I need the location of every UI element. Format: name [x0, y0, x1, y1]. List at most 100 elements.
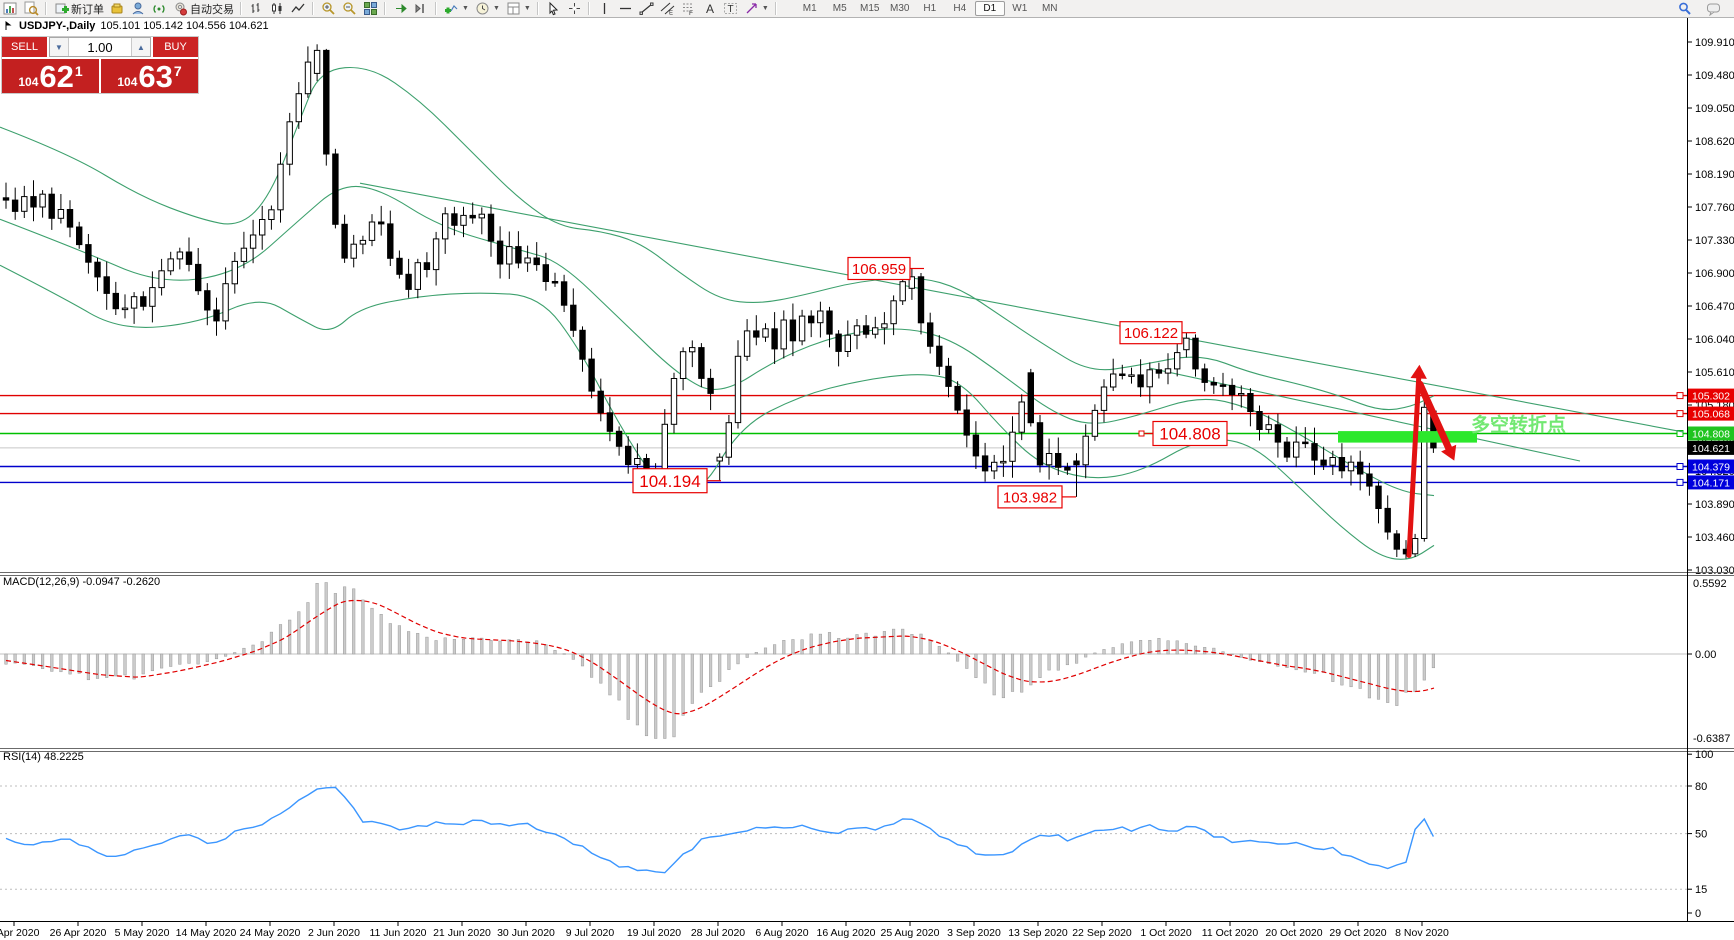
svg-text:F: F	[689, 10, 693, 16]
support-zone	[1338, 431, 1477, 443]
one-click-trade-panel: SELL ▼ 1.00 ▲ BUY 104 62 1 104 63 7	[2, 37, 198, 93]
line-chart-button[interactable]	[288, 1, 309, 17]
crosshair-button[interactable]	[564, 1, 585, 17]
svg-text:50: 50	[1695, 829, 1707, 841]
svg-text:105.610: 105.610	[1695, 367, 1734, 379]
sell-price-handle: 104	[18, 75, 39, 89]
toolbar-separator	[45, 2, 47, 15]
trendline-button[interactable]	[636, 1, 657, 17]
chart-doc-button[interactable]	[0, 1, 21, 17]
signal-button[interactable]	[149, 1, 170, 17]
timeframe-D1[interactable]: D1	[974, 1, 1005, 16]
chart-doc-icon	[3, 1, 18, 16]
zoom-in-icon	[321, 1, 336, 16]
svg-text:104.379: 104.379	[1692, 462, 1730, 474]
svg-text:103.460: 103.460	[1695, 532, 1734, 544]
label-button[interactable]: T	[720, 1, 741, 17]
price-callouts: 106.959 106.122 104.808 104.194 103.982	[632, 256, 1228, 509]
sell-price-pips: 62	[39, 59, 74, 94]
buy-price-handle: 104	[117, 75, 138, 89]
channel-button[interactable]: E	[657, 1, 678, 17]
svg-text:105.068: 105.068	[1692, 409, 1730, 421]
svg-text:0.00: 0.00	[1695, 649, 1716, 661]
magnifier-page-button[interactable]	[21, 1, 42, 17]
svg-text:25 Aug 2020: 25 Aug 2020	[881, 927, 940, 939]
timeframe-W1[interactable]: W1	[1012, 3, 1028, 14]
svg-text:9 Jul 2020: 9 Jul 2020	[566, 927, 615, 939]
indicators-button[interactable]: ▼	[441, 1, 472, 17]
candles	[2, 44, 1437, 559]
timeframe-H1[interactable]: H1	[923, 3, 937, 14]
svg-text:15: 15	[1695, 884, 1707, 896]
svg-text:109.050: 109.050	[1695, 103, 1734, 115]
svg-text:106.959: 106.959	[852, 261, 906, 278]
indicators-icon	[444, 1, 459, 16]
volume-value[interactable]: 1.00	[87, 39, 113, 55]
cursor-icon	[546, 1, 561, 16]
timeframe-M1[interactable]: M1	[802, 3, 817, 14]
sell-quote[interactable]: 104 62 1	[2, 59, 99, 93]
new-order-button[interactable]: 新订单	[51, 1, 107, 17]
search-button[interactable]	[1674, 1, 1695, 17]
fibonacci-button[interactable]: F	[678, 1, 699, 17]
svg-text:11 Oct 2020: 11 Oct 2020	[1202, 927, 1259, 939]
svg-text:8 Nov 2020: 8 Nov 2020	[1395, 927, 1449, 939]
svg-text:107.760: 107.760	[1695, 202, 1734, 214]
svg-text:109.480: 109.480	[1695, 70, 1734, 82]
svg-text:104.808: 104.808	[1159, 425, 1220, 444]
sell-button[interactable]: SELL	[2, 37, 47, 57]
svg-text:109.910: 109.910	[1695, 37, 1734, 49]
zoom-in-button[interactable]	[318, 1, 339, 17]
crate-button[interactable]	[107, 1, 128, 17]
tile-windows-button[interactable]	[360, 1, 381, 17]
svg-text:14 May 2020: 14 May 2020	[176, 927, 237, 939]
svg-text:28 Jul 2020: 28 Jul 2020	[691, 927, 745, 939]
svg-text:2 Jun 2020: 2 Jun 2020	[308, 927, 360, 939]
svg-text:T: T	[727, 4, 733, 15]
profile-button[interactable]	[128, 1, 149, 17]
buy-button[interactable]: BUY	[153, 37, 198, 57]
timeframe-MN[interactable]: MN	[1041, 3, 1058, 14]
bars-chart-button[interactable]	[246, 1, 267, 17]
chat-icon	[1706, 1, 1721, 16]
timeframe-M15[interactable]: M15	[860, 3, 880, 14]
symbol-period: USDJPY-,Daily	[19, 20, 96, 32]
timeframe-M30[interactable]: M30	[890, 3, 910, 14]
text-button[interactable]: A	[699, 1, 720, 17]
autotrade-button[interactable]: 自动交易	[170, 1, 237, 17]
candles-chart-button[interactable]	[267, 1, 288, 17]
timeframe-M5[interactable]: M5	[832, 3, 847, 14]
magnifier-page-icon	[24, 1, 39, 16]
price-axis: 109.910 109.480 109.050 108.620 108.190 107.7…	[1687, 37, 1734, 577]
cursor-button[interactable]	[543, 1, 564, 17]
vline-button[interactable]	[594, 1, 615, 17]
chart-title: USDJPY-,Daily 105.101 105.142 104.556 10…	[4, 20, 269, 32]
template-button[interactable]: ▼	[503, 1, 534, 17]
svg-text:104.621: 104.621	[1692, 443, 1730, 455]
shapes-button[interactable]: ▼	[741, 1, 772, 17]
svg-text:108.190: 108.190	[1695, 169, 1734, 181]
clock-button[interactable]: ▼	[472, 1, 503, 17]
auto-scroll-button[interactable]	[390, 1, 411, 17]
profile-icon	[131, 1, 146, 16]
timeframe-H4[interactable]: H4	[953, 3, 967, 14]
svg-text:107.330: 107.330	[1695, 235, 1734, 247]
volume-decrease-button[interactable]: ▼	[50, 38, 69, 56]
svg-text:E: E	[669, 11, 673, 17]
chat-button[interactable]	[1703, 1, 1724, 17]
hline-button[interactable]	[615, 1, 636, 17]
chart-shift-icon	[414, 1, 429, 16]
svg-text:13 Sep 2020: 13 Sep 2020	[1008, 927, 1068, 939]
chart-flag-icon	[5, 21, 12, 30]
turning-point-annotation: 多空转折点	[1471, 413, 1566, 436]
zoom-out-button[interactable]	[339, 1, 360, 17]
buy-price-pips: 63	[138, 59, 173, 94]
svg-text:106.040: 106.040	[1695, 334, 1734, 346]
volume-increase-button[interactable]: ▲	[131, 38, 150, 56]
buy-quote[interactable]: 104 63 7	[101, 59, 198, 93]
svg-text:16 Aug 2020: 16 Aug 2020	[817, 927, 876, 939]
chart-shift-button[interactable]	[411, 1, 432, 17]
svg-text:104.194: 104.194	[639, 472, 700, 491]
